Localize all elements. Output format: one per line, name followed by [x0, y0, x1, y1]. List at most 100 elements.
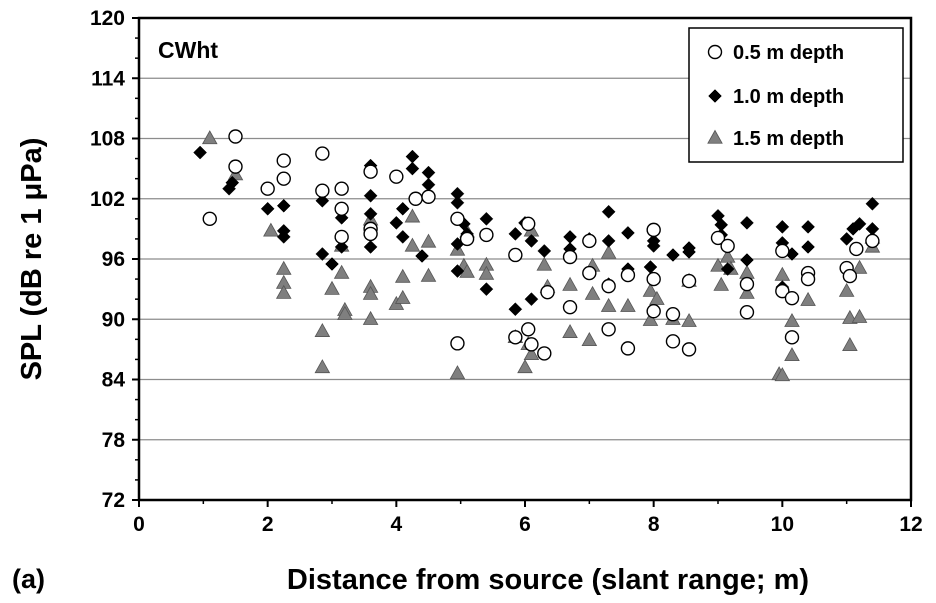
point-0-5m	[276, 153, 291, 168]
legend-label-1-5m: 1.5 m depth	[733, 128, 844, 150]
point-1-0m	[315, 193, 330, 208]
point-1-0m	[839, 232, 854, 246]
point-0-5m	[665, 307, 681, 322]
point-1-5m	[523, 346, 540, 361]
point-1-0m	[537, 244, 552, 258]
point-0-5m	[601, 278, 616, 294]
point-1-5m	[517, 359, 533, 374]
y-tick-label: 72	[102, 489, 125, 512]
point-1-5m	[536, 256, 553, 271]
point-1-0m	[193, 145, 207, 160]
point-1-5m	[710, 257, 726, 272]
point-1-5m	[739, 284, 755, 299]
gridlines	[139, 77, 911, 441]
point-1-0m	[315, 247, 330, 261]
point-1-5m	[420, 233, 437, 248]
point-1-0m	[479, 282, 494, 296]
point-1-5m	[581, 332, 598, 346]
point-1-5m	[201, 130, 218, 145]
point-1-0m	[395, 201, 410, 216]
point-1-0m	[682, 245, 696, 259]
point-0-5m	[459, 231, 475, 247]
point-0-5m	[710, 230, 726, 246]
data-points	[193, 129, 881, 382]
point-1-5m	[333, 264, 350, 279]
y-axis-title: SPL (dB re 1 μPa)	[16, 138, 48, 381]
point-0-5m	[681, 273, 697, 289]
point-1-0m	[740, 215, 754, 230]
point-1-0m	[508, 227, 523, 241]
point-0-5m	[849, 241, 864, 257]
legend-marker-1	[708, 89, 722, 103]
point-0-5m	[582, 265, 597, 281]
point-0-5m	[800, 271, 816, 287]
y-tick-label: 96	[102, 248, 125, 271]
point-1-5m	[404, 237, 421, 252]
point-1-0m	[405, 149, 420, 164]
point-1-5m	[314, 322, 331, 337]
point-1-0m	[363, 206, 378, 221]
legend-label-1-0m: 1.0 m depth	[733, 86, 844, 108]
point-1-5m	[774, 266, 791, 281]
point-1-0m	[646, 239, 661, 253]
point-0-5m	[521, 216, 536, 232]
point-1-5m	[420, 267, 437, 282]
legend-box	[688, 27, 904, 163]
panel-label: CWht	[158, 37, 218, 63]
point-1-0m	[740, 253, 754, 267]
point-0-5m	[720, 238, 735, 254]
point-1-0m	[601, 204, 616, 219]
point-1-5m	[784, 312, 800, 327]
point-1-0m	[450, 264, 465, 278]
point-1-5m	[275, 284, 292, 299]
x-axis-title: Distance from source (slant range; m)	[287, 564, 809, 596]
point-1-0m	[225, 175, 240, 190]
point-1-0m	[801, 240, 815, 254]
point-0-5m	[508, 330, 523, 345]
point-0-5m	[276, 171, 291, 186]
point-0-5m	[315, 146, 330, 161]
point-0-5m	[540, 284, 555, 300]
point-1-5m	[314, 359, 331, 374]
point-1-0m	[601, 234, 616, 248]
point-1-5m	[739, 264, 755, 279]
point-1-0m	[775, 220, 790, 234]
point-1-0m	[363, 240, 378, 254]
point-0-5m	[334, 201, 349, 216]
point-0-5m	[524, 337, 539, 352]
point-0-5m	[334, 181, 349, 196]
y-tick-label: 102	[90, 188, 125, 211]
point-0-5m	[260, 181, 275, 196]
point-0-5m	[739, 276, 755, 292]
point-1-0m	[405, 161, 420, 176]
point-0-5m	[562, 300, 578, 315]
point-1-5m	[584, 285, 601, 300]
point-0-5m	[363, 226, 378, 242]
point-1-0m	[325, 257, 339, 271]
point-1-5m	[842, 337, 858, 352]
x-tick-label: 12	[899, 513, 922, 536]
point-1-0m	[524, 234, 539, 248]
legend: 0.5 m depth 1.0 m depth 1.5 m depth	[688, 27, 904, 163]
point-0-5m	[228, 129, 243, 144]
point-0-5m	[646, 304, 661, 319]
x-tick-label: 4	[390, 513, 402, 536]
point-1-5m	[362, 310, 379, 325]
point-0-5m	[521, 322, 536, 337]
point-1-5m	[562, 276, 578, 291]
point-1-5m	[774, 367, 791, 382]
point-1-5m	[642, 311, 659, 326]
point-1-0m	[421, 177, 436, 192]
y-tick-label: 90	[102, 308, 125, 331]
point-0-5m	[450, 211, 465, 227]
x-tick-label: 10	[771, 513, 794, 536]
point-1-5m	[838, 282, 855, 297]
point-1-5m	[275, 260, 292, 275]
point-0-5m	[620, 341, 636, 356]
point-1-5m	[600, 297, 617, 312]
point-0-5m	[334, 229, 349, 245]
point-1-0m	[415, 249, 429, 263]
point-1-5m	[394, 268, 411, 283]
point-0-5m	[450, 336, 465, 351]
point-0-5m	[865, 233, 880, 249]
